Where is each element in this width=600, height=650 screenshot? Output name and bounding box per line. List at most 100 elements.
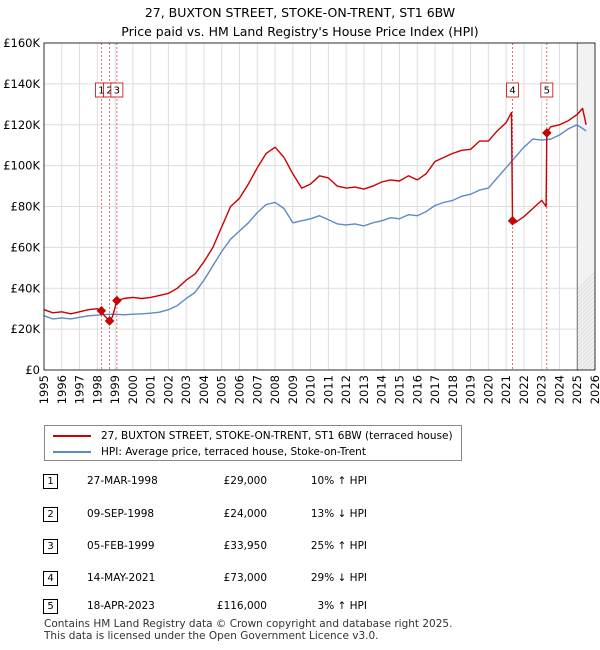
x-tick-label: 1999 xyxy=(108,375,122,404)
sale-marker-text: 4 xyxy=(509,86,515,97)
x-tick-label: 2023 xyxy=(535,375,549,404)
x-tick-label: 1995 xyxy=(37,375,51,404)
sale-date: 09-SEP-1998 xyxy=(87,508,155,520)
sale-point-3 xyxy=(112,295,122,306)
x-tick-label: 2006 xyxy=(233,375,247,404)
x-tick-label: 2017 xyxy=(428,375,442,404)
sale-hpi-diff: 3% ↑ HPI xyxy=(317,600,367,612)
footer-copyright: Contains HM Land Registry data © Crown c… xyxy=(44,618,453,630)
x-tick-label: 2024 xyxy=(552,375,566,404)
sale-marker-label-4: 4 xyxy=(506,82,519,98)
x-tick-label: 1998 xyxy=(90,375,104,404)
x-tick-label: 2016 xyxy=(410,375,424,404)
footer-licence: This data is licensed under the Open Gov… xyxy=(44,630,379,642)
table-row: 1 27-MAR-1998 £29,000 10% ↑ HPI xyxy=(43,472,463,490)
axes: £0 £20K £40K £60K £80K £100K £120K £140K £160K 19… xyxy=(3,36,600,404)
y-tick-label: £100K xyxy=(3,159,40,173)
y-tick-label: £20K xyxy=(11,322,41,336)
x-tick-label: 2014 xyxy=(375,375,389,404)
sale-number-badge: 4 xyxy=(43,571,58,586)
x-tick-label: 2001 xyxy=(144,375,158,404)
table-row: 5 18-APR-2023 £116,000 3% ↑ HPI xyxy=(43,597,463,615)
sale-marker-label-5: 5 xyxy=(540,82,554,98)
sale-date: 18-APR-2023 xyxy=(87,600,155,612)
chart-title: 27, BUXTON STREET, STOKE-ON-TRENT, ST1 6… xyxy=(0,3,600,41)
y-tick-label: £140K xyxy=(3,77,40,91)
legend-swatch-hpi xyxy=(53,451,91,453)
chart-title-line1: 27, BUXTON STREET, STOKE-ON-TRENT, ST1 6… xyxy=(144,5,456,20)
y-tick-label: £80K xyxy=(11,200,41,214)
x-tick-label: 2010 xyxy=(304,375,318,404)
sale-hpi-diff: 10% ↑ HPI xyxy=(310,475,367,487)
legend: 27, BUXTON STREET, STOKE-ON-TRENT, ST1 6… xyxy=(44,425,462,461)
x-tick-label: 2015 xyxy=(392,375,406,404)
footer: Contains HM Land Registry data © Crown c… xyxy=(44,618,452,642)
sale-point-2 xyxy=(104,316,115,326)
sale-number-badge: 3 xyxy=(43,539,58,554)
table-row: 3 05-FEB-1999 £33,950 25% ↑ HPI xyxy=(43,537,463,555)
legend-item-hpi: HPI: Average price, terraced house, Stok… xyxy=(53,444,366,460)
y-tick-label: £160K xyxy=(3,36,40,50)
sale-marker-text: 2 xyxy=(106,86,112,97)
forecast-hatch xyxy=(577,311,596,331)
x-tick-label: 2008 xyxy=(268,375,282,404)
sale-marker-text: 5 xyxy=(544,86,550,97)
sale-marker-box xyxy=(110,82,124,98)
x-tick-label: 2000 xyxy=(126,375,140,404)
sale-hpi-diff: 13% ↓ HPI xyxy=(310,508,367,520)
legend-label-hpi: HPI: Average price, terraced house, Stok… xyxy=(101,446,366,458)
grid xyxy=(43,42,596,371)
forecast-shading xyxy=(576,43,596,370)
legend-label-property: 27, BUXTON STREET, STOKE-ON-TRENT, ST1 6… xyxy=(101,430,453,442)
table-row: 4 14-MAY-2021 £73,000 29% ↓ HPI xyxy=(43,569,463,587)
sale-point-5 xyxy=(541,128,552,138)
sale-marker-text: 1 xyxy=(98,86,104,97)
x-tick-label: 2018 xyxy=(446,375,460,404)
legend-item-property: 27, BUXTON STREET, STOKE-ON-TRENT, ST1 6… xyxy=(53,428,453,444)
x-tick-label: 2005 xyxy=(215,375,229,404)
y-tick-label: £40K xyxy=(11,281,41,295)
x-tick-label: 1996 xyxy=(55,375,69,404)
x-tick-label: 2025 xyxy=(570,375,584,404)
x-tick-label: 2004 xyxy=(197,375,211,404)
sale-marker-text: 3 xyxy=(114,86,120,97)
x-tick-label: 2021 xyxy=(499,375,513,404)
chart-title-line2: Price paid vs. HM Land Registry's House … xyxy=(121,24,479,39)
forecast-hatch xyxy=(577,299,596,319)
series-line-hpi xyxy=(43,124,587,320)
sale-marker-box xyxy=(540,82,554,98)
sale-points xyxy=(96,128,552,326)
x-tick-label: 2002 xyxy=(161,375,175,404)
x-tick-label: 2009 xyxy=(286,375,300,404)
x-tick-label: 2013 xyxy=(357,375,371,404)
x-tick-label: 2007 xyxy=(250,375,264,404)
sale-price: £73,000 xyxy=(223,572,267,584)
sale-price: £29,000 xyxy=(223,475,267,487)
sale-hpi-diff: 29% ↓ HPI xyxy=(310,572,367,584)
legend-swatch-property xyxy=(53,435,91,437)
y-tick-label: £0 xyxy=(25,363,40,377)
x-tick-label: 2026 xyxy=(588,375,600,404)
x-tick-label: 1997 xyxy=(73,375,87,404)
sale-price: £24,000 xyxy=(223,508,267,520)
sale-marker-label-3: 3 xyxy=(110,82,124,98)
sale-number-badge: 5 xyxy=(43,599,58,614)
x-tick-label: 2020 xyxy=(481,375,495,404)
x-tick-label: 2012 xyxy=(339,375,353,404)
x-tick-label: 2011 xyxy=(321,375,335,404)
y-tick-label: £60K xyxy=(11,240,41,254)
sale-number-badge: 2 xyxy=(43,507,58,522)
sale-price: £33,950 xyxy=(223,540,267,552)
sale-number-badge: 1 xyxy=(43,474,58,489)
forecast-hatch xyxy=(577,303,596,323)
y-tick-label: £120K xyxy=(3,118,40,132)
sale-date: 05-FEB-1999 xyxy=(87,540,155,552)
table-row: 2 09-SEP-1998 £24,000 13% ↓ HPI xyxy=(43,505,463,523)
plot-frame xyxy=(43,42,596,371)
forecast-hatch xyxy=(577,307,596,327)
sale-hpi-diff: 25% ↑ HPI xyxy=(310,540,367,552)
x-tick-label: 2003 xyxy=(179,375,193,404)
sale-point-1 xyxy=(96,305,107,316)
